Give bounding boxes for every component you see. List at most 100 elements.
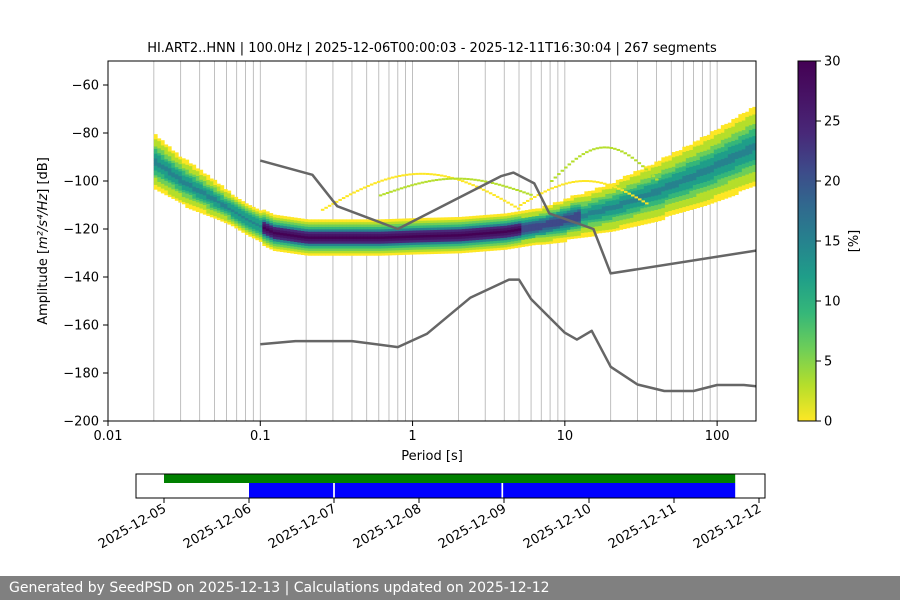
heatmap-cell	[542, 205, 547, 209]
heatmap-cell	[157, 159, 162, 163]
heatmap-cell	[178, 178, 183, 182]
heatmap-cell	[661, 195, 666, 199]
heatmap-cell	[668, 210, 673, 214]
heatmap-cell	[685, 174, 690, 178]
heatmap-cell	[661, 186, 666, 189]
heatmap-cell	[717, 171, 722, 175]
heatmap-cell	[255, 218, 260, 221]
heatmap-cell	[657, 165, 662, 169]
heatmap-cell	[710, 176, 715, 180]
heatmap-cell	[752, 152, 756, 156]
heatmap-cell	[745, 130, 750, 134]
heatmap-cell	[724, 162, 729, 166]
heatmap-cell	[440, 248, 445, 252]
heatmap-cell	[461, 240, 466, 244]
heatmap-cell	[265, 216, 270, 219]
heatmap-cell	[549, 207, 554, 211]
heatmap-cell	[395, 233, 400, 236]
heatmap-cell	[171, 150, 176, 154]
heatmap-cell	[650, 195, 655, 199]
heatmap-cell	[626, 203, 631, 207]
heatmap-cell	[619, 219, 624, 223]
heatmap-cell	[157, 157, 162, 161]
heatmap-cell	[608, 193, 613, 196]
heatmap-cell	[559, 239, 564, 243]
heatmap-cell	[335, 252, 340, 256]
heatmap-cell	[339, 248, 344, 251]
heatmap-cell	[318, 245, 323, 249]
heatmap-cell	[689, 192, 694, 196]
heatmap-cell	[451, 217, 456, 220]
heatmap-cell	[724, 176, 729, 180]
heatmap-cell	[664, 175, 669, 179]
heatmap-cell	[587, 214, 592, 218]
heatmap-cell	[416, 246, 421, 250]
heatmap-cell	[587, 231, 592, 235]
heatmap-cell	[661, 210, 666, 213]
heatmap-cell	[503, 232, 508, 236]
heatmap-cell	[346, 226, 351, 230]
heatmap-cell	[591, 231, 596, 235]
heatmap-cell	[416, 234, 421, 238]
heatmap-cell	[657, 196, 662, 200]
heatmap-cell	[419, 220, 424, 224]
heatmap-cell	[727, 134, 732, 138]
heatmap-cell	[496, 216, 501, 220]
heatmap-cell	[647, 213, 652, 217]
heatmap-cell	[647, 208, 652, 212]
heatmap-cell	[657, 163, 662, 166]
heatmap-cell	[328, 226, 333, 230]
heatmap-cell	[206, 210, 211, 214]
heatmap-cell	[633, 223, 638, 227]
heatmap-cell	[622, 226, 627, 230]
heatmap-cell	[601, 210, 606, 214]
heatmap-cell	[328, 243, 333, 247]
heatmap-cell	[181, 201, 186, 205]
heatmap-cell	[283, 240, 288, 243]
heatmap-cell	[279, 239, 284, 243]
heatmap-cell	[507, 217, 512, 221]
heatmap-cell	[276, 248, 281, 252]
timeline-ticks: 2025-12-05 2025-12-06 2025-12-07 2025-12-08…	[96, 498, 764, 552]
heatmap-cell	[671, 171, 676, 175]
heatmap-cell	[615, 218, 620, 222]
heatmap-cell	[713, 192, 718, 196]
heatmap-cell	[720, 180, 725, 184]
heatmap-cell	[738, 126, 743, 129]
heatmap-cell	[325, 219, 330, 223]
heatmap-cell	[171, 162, 176, 166]
heatmap-cell	[570, 200, 575, 204]
heatmap-cell	[724, 135, 729, 139]
heatmap-cell	[605, 215, 610, 219]
heatmap-cell	[262, 233, 267, 237]
heatmap-cell	[461, 221, 466, 225]
heatmap-cell	[710, 140, 715, 144]
heatmap-cell	[741, 132, 746, 135]
heatmap-cell	[713, 173, 718, 176]
heatmap-cell	[720, 137, 725, 140]
heatmap-cell	[503, 239, 508, 243]
heatmap-cell	[465, 238, 470, 241]
heatmap-cell	[510, 231, 515, 235]
heatmap-cell	[661, 207, 666, 211]
heatmap-cell	[475, 225, 480, 228]
heatmap-cell	[157, 150, 162, 154]
heatmap-cell	[457, 178, 461, 181]
heatmap-cell	[174, 188, 179, 192]
heatmap-cell	[307, 240, 312, 244]
heatmap-cell	[220, 192, 225, 196]
heatmap-cell	[668, 160, 673, 164]
heatmap-cell	[748, 108, 753, 111]
heatmap-cell	[433, 243, 438, 247]
heatmap-cell	[647, 177, 652, 181]
heatmap-cell	[542, 241, 547, 245]
heatmap-cell	[535, 239, 540, 243]
heatmap-cell	[622, 195, 627, 198]
heatmap-cell	[430, 232, 435, 235]
heatmap-cell	[269, 239, 274, 243]
heatmap-cell	[664, 156, 669, 160]
heatmap-cell	[353, 221, 358, 225]
heatmap-cell	[318, 240, 323, 244]
heatmap-cell	[181, 187, 186, 190]
heatmap-cell	[647, 220, 652, 224]
